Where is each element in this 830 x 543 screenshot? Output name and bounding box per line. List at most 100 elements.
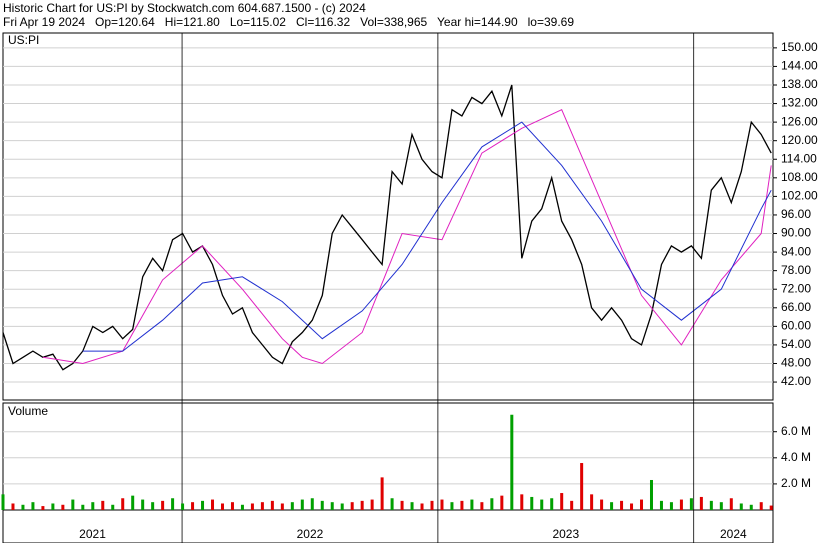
volume-bar <box>81 504 85 510</box>
volume-bar <box>161 500 165 510</box>
volume-bar <box>490 498 494 510</box>
y-tick-label: 2.0 M <box>781 476 811 490</box>
volume-bar <box>749 504 753 510</box>
volume-bar <box>171 498 175 510</box>
volume-bar <box>51 503 55 510</box>
header-quote: Fri Apr 19 2024 Op=120.64 Hi=121.80 Lo=1… <box>3 15 574 29</box>
volume-bar <box>61 504 65 510</box>
y-tick-label: 48.00 <box>781 356 811 370</box>
y-tick-label: 150.00 <box>781 40 818 54</box>
volume-bar <box>330 502 334 510</box>
volume-bar <box>320 500 324 510</box>
volume-bar <box>21 504 25 510</box>
volume-bar <box>550 498 554 510</box>
price-panel <box>2 32 774 401</box>
volume-bar <box>280 503 284 510</box>
volume-bar <box>460 500 464 510</box>
volume-bar <box>400 500 404 510</box>
volume-bar <box>699 496 703 510</box>
volume-bar <box>300 499 304 510</box>
volume-bar <box>41 506 45 510</box>
volume-label: Volume <box>8 404 48 418</box>
volume-bar <box>590 494 594 510</box>
y-tick-label: 4.0 M <box>781 450 811 464</box>
volume-bar <box>101 500 105 510</box>
volume-bar <box>420 503 424 510</box>
volume-bar <box>470 499 474 510</box>
volume-bar <box>759 502 763 510</box>
volume-bar <box>620 500 624 510</box>
x-tick-label: 2022 <box>297 527 324 541</box>
volume-bar <box>739 503 743 510</box>
y-tick-label: 78.00 <box>781 263 811 277</box>
volume-bar <box>141 499 145 510</box>
volume-bar <box>181 503 185 510</box>
volume-bar <box>121 498 125 510</box>
volume-bar <box>91 502 95 510</box>
volume-bar <box>350 502 354 510</box>
volume-bar <box>71 499 75 510</box>
price-line <box>82 121 772 352</box>
volume-bar <box>630 503 634 510</box>
volume-bar <box>191 502 195 510</box>
y-tick-label: 108.00 <box>781 170 818 184</box>
volume-bar <box>111 504 115 510</box>
y-tick-label: 60.00 <box>781 319 811 333</box>
y-tick-label: 6.0 M <box>781 424 811 438</box>
price-label: US:PI <box>8 33 39 47</box>
volume-bar <box>240 504 244 510</box>
volume-bar <box>340 503 344 510</box>
volume-bar <box>530 496 534 510</box>
volume-bar <box>131 495 135 510</box>
volume-bar <box>290 502 294 510</box>
price-line <box>2 84 772 371</box>
volume-bar <box>201 500 205 510</box>
volume-bar <box>669 502 673 510</box>
y-tick-label: 66.00 <box>781 300 811 314</box>
volume-bar <box>310 498 314 510</box>
volume-bar <box>211 499 215 510</box>
y-tick-label: 120.00 <box>781 133 818 147</box>
y-tick-label: 84.00 <box>781 244 811 258</box>
volume-bar <box>440 499 444 510</box>
y-tick-label: 114.00 <box>781 151 817 165</box>
volume-bar <box>390 498 394 510</box>
volume-bar <box>480 502 484 510</box>
volume-bar <box>520 494 524 510</box>
x-tick-label: 2023 <box>552 527 579 541</box>
volume-bar <box>540 499 544 510</box>
volume-bar <box>151 502 155 510</box>
x-tick-label: 2024 <box>720 527 747 541</box>
volume-bar <box>659 500 663 510</box>
volume-bar <box>570 500 574 510</box>
y-tick-label: 72.00 <box>781 281 811 295</box>
volume-bar <box>230 502 234 510</box>
volume-bar <box>510 414 514 510</box>
y-tick-label: 132.00 <box>781 96 818 110</box>
volume-bar <box>679 499 683 510</box>
volume-bar <box>719 502 723 510</box>
price-line <box>42 109 772 365</box>
volume-bar <box>610 502 614 510</box>
volume-bar <box>410 502 414 510</box>
volume-bar <box>640 499 644 510</box>
y-tick-label: 144.00 <box>781 59 818 73</box>
y-tick-label: 102.00 <box>781 189 818 203</box>
x-tick-label: 2021 <box>79 527 106 541</box>
volume-bar <box>380 477 384 510</box>
header-title: Historic Chart for US:PI by Stockwatch.c… <box>3 1 366 15</box>
y-tick-label: 138.00 <box>781 77 818 91</box>
volume-bar <box>709 500 713 510</box>
volume-bar <box>560 493 564 510</box>
volume-bar <box>360 500 364 510</box>
volume-bar <box>270 500 274 510</box>
volume-bar <box>250 503 254 510</box>
volume-bar <box>600 499 604 510</box>
volume-bar <box>220 503 224 510</box>
volume-panel <box>2 402 774 511</box>
y-tick-label: 126.00 <box>781 114 818 128</box>
y-tick-label: 90.00 <box>781 226 811 240</box>
volume-bar <box>450 502 454 510</box>
